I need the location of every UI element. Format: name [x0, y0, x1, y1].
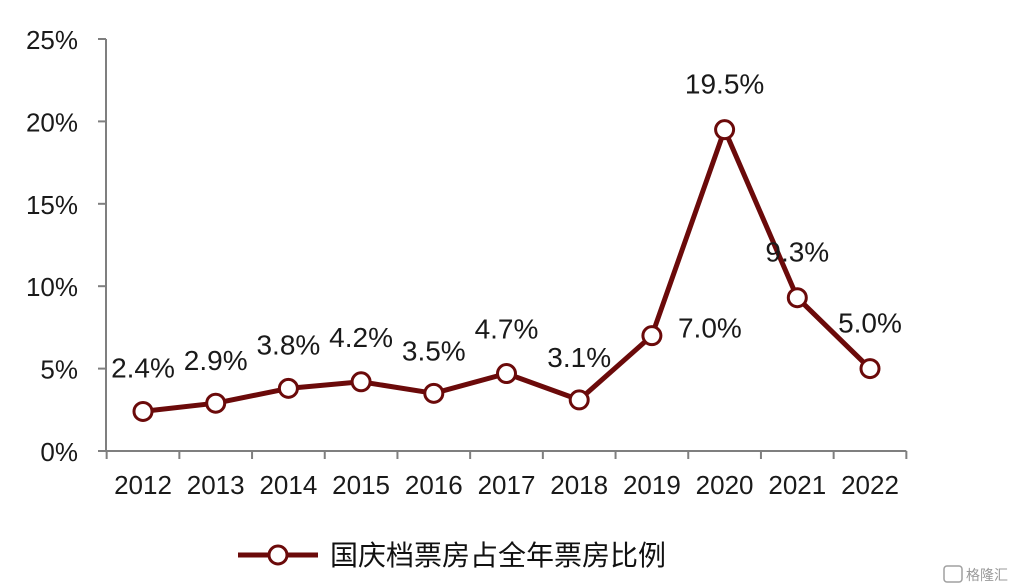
watermark: 格隆汇 [943, 565, 1008, 583]
x-tick-label: 2022 [841, 470, 899, 500]
data-label: 2.4% [111, 352, 175, 383]
data-label: 9.3% [765, 237, 829, 268]
data-point [277, 377, 299, 399]
chart-axes [98, 38, 908, 459]
x-tick-label: 2020 [696, 470, 754, 500]
data-point [423, 382, 445, 404]
x-tick-label: 2012 [114, 470, 172, 500]
data-points [132, 119, 881, 422]
x-tick-label: 2017 [478, 470, 536, 500]
legend-entry: 国庆档票房占全年票房比例 [330, 540, 666, 571]
data-point [205, 392, 227, 414]
data-label: 3.5% [402, 335, 466, 366]
data-point [132, 400, 154, 422]
data-labels: 2.4% 2.9% 3.8% 4.2% 3.5% 4.7% 3.1% 7.0% 19.5% 9.3… [111, 69, 902, 384]
data-label: 7.0% [678, 313, 742, 344]
data-label: 5.0% [838, 308, 902, 339]
x-tick-label: 2016 [405, 470, 463, 500]
data-point [568, 389, 590, 411]
y-tick-label: 5% [40, 355, 78, 385]
x-tick-label: 2013 [187, 470, 245, 500]
data-point [859, 358, 881, 380]
x-tick-label: 2019 [623, 470, 681, 500]
x-tick-label: 2021 [768, 470, 826, 500]
legend-marker [267, 544, 289, 566]
x-tick-label: 2018 [550, 470, 608, 500]
data-point [641, 325, 663, 347]
x-tick-labels: 2012 2013 2014 2015 2016 2017 2018 2019 2020 2021… [114, 470, 899, 500]
data-label: 2.9% [184, 345, 248, 376]
data-point [496, 363, 517, 385]
data-label: 19.5% [685, 69, 764, 100]
data-point [350, 371, 372, 393]
y-tick-label: 25% [26, 25, 78, 55]
x-tick-label: 2015 [332, 470, 390, 500]
y-tick-label: 15% [26, 190, 78, 220]
y-tick-label: 10% [26, 272, 78, 302]
y-tick-labels: 0% 5% 10% 15% 20% 25% [26, 25, 78, 467]
legend: 国庆档票房占全年票房比例 [238, 540, 666, 571]
watermark-logo-icon [943, 565, 963, 583]
watermark-text: 格隆汇 [966, 567, 1008, 583]
data-label: 3.8% [256, 329, 320, 360]
x-tick-label: 2014 [259, 470, 317, 500]
y-tick-label: 0% [40, 437, 78, 467]
data-point [786, 287, 808, 309]
data-label: 3.1% [547, 342, 611, 373]
y-tick-label: 20% [26, 107, 78, 137]
data-point [714, 119, 736, 141]
data-label: 4.7% [475, 314, 539, 345]
data-label: 4.2% [329, 322, 393, 353]
